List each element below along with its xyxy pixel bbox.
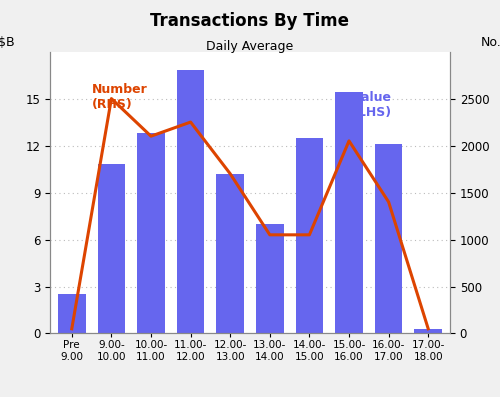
Bar (375, 144, 402, 333)
Bar (335, 93, 363, 333)
Bar (414, 329, 442, 333)
Bar (216, 174, 244, 333)
Bar (256, 224, 283, 333)
Text: Value
(LHS): Value (LHS) (353, 91, 392, 119)
Bar (296, 138, 324, 333)
Text: Transactions By Time: Transactions By Time (150, 12, 350, 30)
Text: $B: $B (0, 36, 14, 49)
Bar (137, 133, 165, 333)
Text: Daily Average: Daily Average (206, 40, 294, 53)
Bar (98, 164, 125, 333)
Bar (176, 70, 204, 333)
Text: Number
(RHS): Number (RHS) (92, 83, 148, 111)
Text: No.: No. (481, 36, 500, 49)
Bar (58, 294, 86, 333)
